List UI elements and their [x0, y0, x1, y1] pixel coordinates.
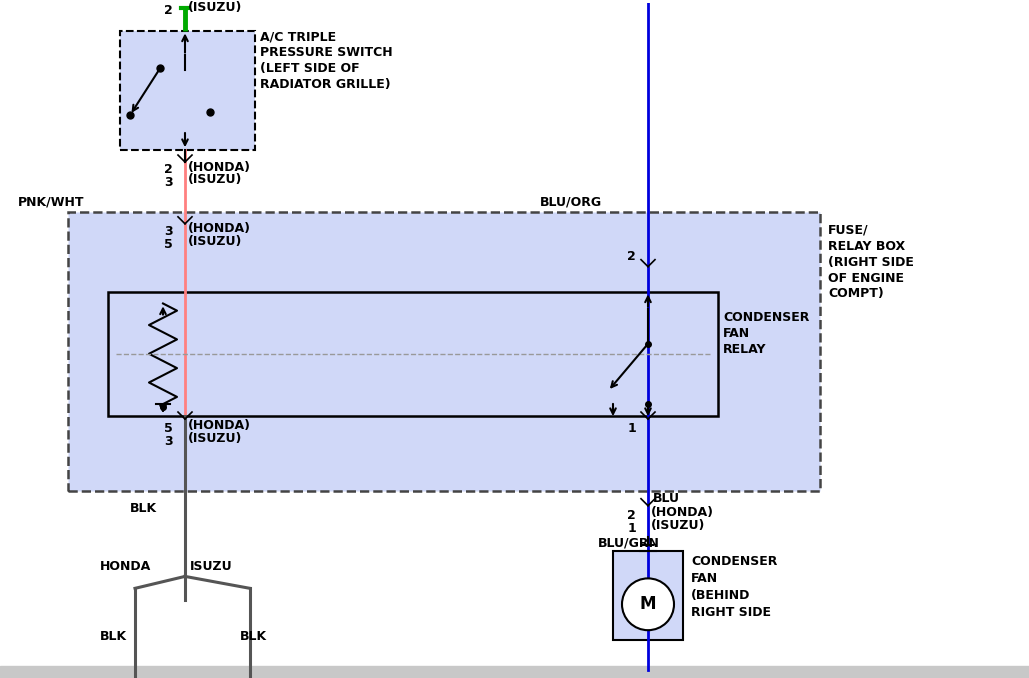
- Text: RADIATOR GRILLE): RADIATOR GRILLE): [260, 79, 391, 92]
- Text: M: M: [640, 595, 657, 614]
- Text: HONDA: HONDA: [100, 561, 151, 574]
- Text: (ISUZU): (ISUZU): [188, 174, 243, 186]
- Text: 1: 1: [628, 522, 636, 535]
- Text: 2: 2: [165, 163, 173, 176]
- Text: (LEFT SIDE OF: (LEFT SIDE OF: [260, 62, 359, 75]
- Text: 5: 5: [165, 238, 173, 252]
- Text: BLU/ORG: BLU/ORG: [540, 195, 602, 208]
- Text: 1: 1: [628, 422, 636, 435]
- Text: RELAY: RELAY: [723, 343, 767, 356]
- Text: RELAY BOX: RELAY BOX: [828, 240, 906, 253]
- Circle shape: [622, 578, 674, 630]
- Text: PRESSURE SWITCH: PRESSURE SWITCH: [260, 46, 393, 60]
- Text: BLU/GRN: BLU/GRN: [598, 536, 660, 549]
- Bar: [0, 666, 1029, 678]
- Text: 3: 3: [165, 176, 173, 189]
- Bar: [613, 551, 683, 640]
- Bar: [120, 31, 255, 150]
- Text: (HONDA): (HONDA): [188, 161, 251, 174]
- Text: (ISUZU): (ISUZU): [188, 1, 243, 14]
- Text: FUSE/: FUSE/: [828, 224, 868, 237]
- Text: 3: 3: [165, 435, 173, 448]
- Text: (BEHIND: (BEHIND: [691, 589, 750, 602]
- Text: COMPT): COMPT): [828, 287, 884, 300]
- Text: FAN: FAN: [723, 327, 750, 340]
- Text: (RIGHT SIDE: (RIGHT SIDE: [828, 256, 914, 268]
- Text: (ISUZU): (ISUZU): [188, 235, 243, 248]
- Text: ISUZU: ISUZU: [190, 561, 233, 574]
- Text: 3: 3: [165, 225, 173, 238]
- Text: (ISUZU): (ISUZU): [188, 433, 243, 445]
- Text: (HONDA): (HONDA): [188, 222, 251, 235]
- Text: FAN: FAN: [691, 572, 718, 585]
- Text: (ISUZU): (ISUZU): [651, 519, 705, 532]
- Text: BLU: BLU: [653, 492, 680, 505]
- Text: (HONDA): (HONDA): [188, 420, 251, 433]
- Text: 2: 2: [628, 250, 636, 263]
- Bar: [68, 212, 820, 491]
- Bar: [108, 292, 718, 416]
- Text: 5: 5: [165, 422, 173, 435]
- Text: OF ENGINE: OF ENGINE: [828, 272, 904, 285]
- Text: PNK/WHT: PNK/WHT: [17, 195, 84, 208]
- Text: (HONDA): (HONDA): [651, 506, 714, 519]
- Text: 2: 2: [628, 509, 636, 522]
- Text: 2: 2: [165, 4, 173, 17]
- Text: BLK: BLK: [100, 630, 128, 643]
- Text: A/C TRIPLE: A/C TRIPLE: [260, 31, 336, 43]
- Text: BLK: BLK: [240, 630, 268, 643]
- Text: BLK: BLK: [130, 502, 157, 515]
- Text: RIGHT SIDE: RIGHT SIDE: [691, 606, 771, 619]
- Text: CONDENSER: CONDENSER: [691, 555, 777, 568]
- Text: CONDENSER: CONDENSER: [723, 311, 810, 324]
